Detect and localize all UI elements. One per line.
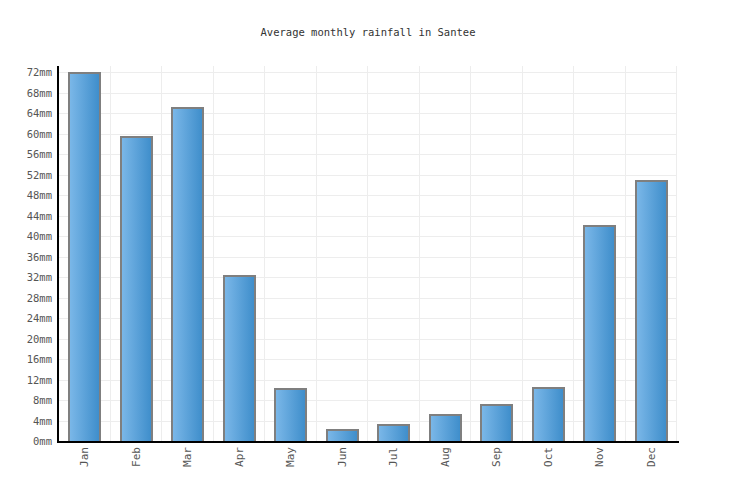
chart-title: Average monthly rainfall in Santee bbox=[0, 26, 736, 38]
bar-apr bbox=[223, 275, 256, 441]
v-gridline bbox=[213, 66, 214, 441]
x-axis-label-text: Aug bbox=[439, 447, 452, 467]
v-gridline bbox=[367, 66, 368, 441]
y-axis-line bbox=[57, 66, 59, 443]
v-gridline bbox=[676, 66, 677, 441]
x-axis-label: Aug bbox=[437, 447, 453, 467]
x-axis-label-text: Jul bbox=[387, 447, 400, 467]
bar-may bbox=[274, 388, 307, 441]
y-axis-label: 0mm bbox=[0, 434, 52, 448]
x-axis-line bbox=[57, 441, 679, 443]
bar-nov bbox=[583, 225, 616, 441]
x-axis-label: Feb bbox=[128, 447, 144, 467]
x-axis-label-text: Nov bbox=[593, 447, 606, 467]
bar-mar bbox=[171, 107, 204, 441]
x-axis-label-text: May bbox=[284, 447, 297, 467]
y-axis-label: 8mm bbox=[0, 393, 52, 407]
bar-jan bbox=[68, 72, 101, 441]
y-axis-label: 12mm bbox=[0, 373, 52, 387]
x-axis-label-text: Apr bbox=[233, 447, 246, 467]
v-gridline bbox=[110, 66, 111, 441]
y-axis-label: 56mm bbox=[0, 147, 52, 161]
v-gridline bbox=[470, 66, 471, 441]
h-gridline bbox=[59, 134, 677, 135]
x-axis-label-text: Jun bbox=[336, 447, 349, 467]
v-gridline bbox=[161, 66, 162, 441]
y-axis-label: 44mm bbox=[0, 209, 52, 223]
x-axis-label: Dec bbox=[643, 447, 659, 467]
y-axis-label: 32mm bbox=[0, 270, 52, 284]
bar-oct bbox=[532, 387, 565, 441]
bar-jun bbox=[326, 429, 359, 441]
x-axis-label: Jan bbox=[77, 447, 93, 467]
bar-dec bbox=[635, 180, 668, 441]
y-axis-label: 72mm bbox=[0, 65, 52, 79]
bar-feb bbox=[120, 136, 153, 441]
y-axis-label: 40mm bbox=[0, 229, 52, 243]
x-axis-label: Nov bbox=[592, 447, 608, 467]
x-axis-label-text: Sep bbox=[490, 447, 503, 467]
y-axis-label: 52mm bbox=[0, 168, 52, 182]
x-axis-label: Apr bbox=[231, 447, 247, 467]
x-axis-label: Mar bbox=[180, 447, 196, 467]
y-axis-label: 16mm bbox=[0, 352, 52, 366]
x-axis-label-text: Feb bbox=[130, 447, 143, 467]
v-gridline bbox=[264, 66, 265, 441]
y-axis-label: 48mm bbox=[0, 188, 52, 202]
bar-sep bbox=[480, 404, 513, 441]
h-gridline bbox=[59, 113, 677, 114]
y-axis-label: 20mm bbox=[0, 332, 52, 346]
x-axis-label: Jul bbox=[386, 447, 402, 467]
v-gridline bbox=[625, 66, 626, 441]
y-axis-label: 24mm bbox=[0, 311, 52, 325]
x-axis-label: Sep bbox=[489, 447, 505, 467]
x-axis-label: May bbox=[283, 447, 299, 467]
v-gridline bbox=[522, 66, 523, 441]
y-axis-label: 36mm bbox=[0, 250, 52, 264]
x-axis-label-text: Dec bbox=[645, 447, 658, 467]
v-gridline bbox=[573, 66, 574, 441]
h-gridline bbox=[59, 93, 677, 94]
x-axis-label: Jun bbox=[334, 447, 350, 467]
y-axis-label: 4mm bbox=[0, 414, 52, 428]
y-axis-label: 28mm bbox=[0, 291, 52, 305]
y-axis-label: 68mm bbox=[0, 86, 52, 100]
v-gridline bbox=[316, 66, 317, 441]
h-gridline bbox=[59, 72, 677, 73]
x-axis-label-text: Jan bbox=[78, 447, 91, 467]
bar-aug bbox=[429, 414, 462, 441]
y-axis-label: 60mm bbox=[0, 127, 52, 141]
x-axis-label-text: Oct bbox=[542, 447, 555, 467]
bar-jul bbox=[377, 424, 410, 441]
y-axis-label: 64mm bbox=[0, 106, 52, 120]
x-axis-label: Oct bbox=[540, 447, 556, 467]
v-gridline bbox=[419, 66, 420, 441]
x-axis-label-text: Mar bbox=[181, 447, 194, 467]
rainfall-chart: Average monthly rainfall in Santee 0mm 4m… bbox=[0, 0, 736, 500]
